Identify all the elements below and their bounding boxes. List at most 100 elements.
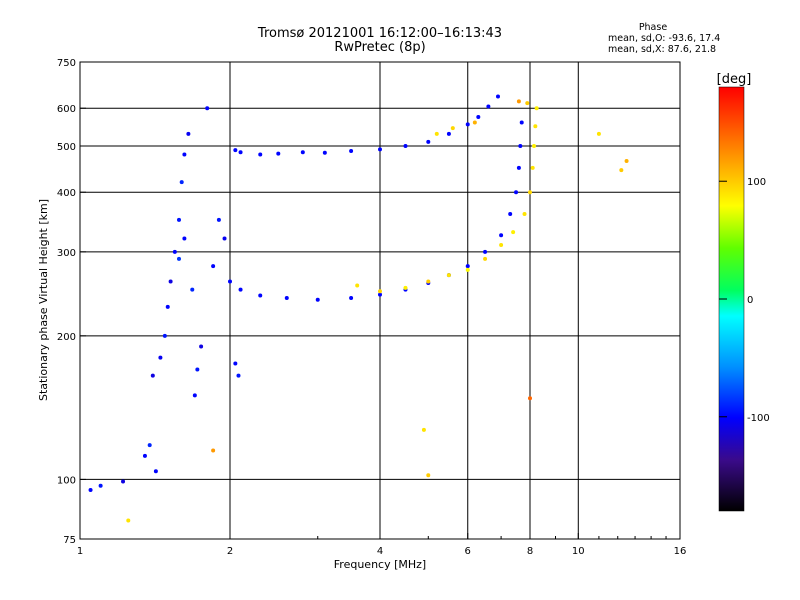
data-point-x [499,243,504,248]
phase-header: Phase [638,22,668,33]
data-point-o [216,217,221,222]
data-point-o [172,249,177,254]
phase-stats-o: mean, sd,O: -93.6, 17.4 [608,33,721,44]
data-point-x [126,518,131,523]
x-tick-label: 16 [674,546,687,557]
data-point-o [88,488,93,493]
data-point-o [519,120,524,125]
y-tick-label: 300 [57,248,76,259]
data-point-o [349,149,354,154]
data-point-o [190,287,195,292]
data-point-o [199,344,204,349]
data-point-x [533,124,538,129]
data-point-o [222,236,227,241]
grid-lines [80,62,680,539]
x-tick-label: 4 [377,546,383,557]
data-points [88,94,629,523]
data-point-x [426,279,431,284]
colorbar-ticks: 100 0 -100 [719,177,770,424]
data-point-o [179,180,184,185]
data-point-o [284,296,289,301]
data-point-o [465,122,470,127]
data-point-x [596,131,601,136]
y-tick-label: 750 [57,58,76,69]
data-point-o [508,212,513,217]
data-point-x [211,448,216,453]
data-point-o [238,287,243,292]
data-point-o [168,279,173,284]
data-point-o [182,236,187,241]
data-point-o [514,190,519,195]
data-point-x [528,396,532,401]
data-point-o [195,367,200,372]
data-point-x [483,256,488,261]
data-point-o [176,217,181,222]
data-point-x [472,120,477,125]
data-point-x [450,126,455,131]
data-point-o [426,139,431,144]
data-point-o [147,443,152,448]
data-point-o [205,106,210,111]
data-point-x [516,99,521,104]
data-point-x [426,473,431,478]
colorbar-tick-label: 100 [747,177,766,188]
data-point-x [528,190,532,195]
x-tick-label: 1 [77,546,83,557]
y-tick-label: 100 [57,475,76,486]
data-point-x [624,159,629,164]
data-point-o [315,297,320,302]
data-point-o [276,151,281,156]
data-point-o [465,264,470,269]
y-axis-label: Stationary phase Virtual Height [km] [37,199,50,401]
data-point-o [476,115,481,120]
data-point-o [142,453,147,458]
colorbar-tick-label: 0 [747,295,753,306]
data-point-o [182,152,187,157]
colorbar-tick-label: -100 [747,413,770,424]
x-tick-label: 6 [465,546,471,557]
x-tick-label: 10 [572,546,585,557]
data-point-o [518,143,523,148]
data-point-o [258,152,263,157]
data-point-o [233,148,238,153]
y-tick-label: 500 [57,142,76,153]
data-point-x [530,165,535,170]
data-point-o [486,104,491,109]
data-point-x [355,283,360,288]
data-point-x [534,106,539,111]
data-point-x [403,285,408,290]
data-point-o [150,373,155,378]
data-point-o [446,131,451,136]
y-tick-label: 400 [57,188,76,199]
data-point-x [522,212,527,217]
data-point-x [525,101,530,106]
phase-stats-x: mean, sd,X: 87.6, 21.8 [608,44,717,55]
data-point-o [211,264,216,269]
data-point-o [483,249,488,254]
axis-ticks: 1 2 4 6 8 10 16 75 100 200 300 400 500 600 750 [57,58,686,557]
data-point-x [465,267,470,272]
data-point-o [349,296,354,301]
x-tick-label: 8 [527,546,533,557]
data-point-o [300,150,305,155]
data-point-x [378,289,382,294]
data-point-o [403,143,408,148]
colorbar-label: [deg] [717,72,752,87]
data-point-o [516,165,521,170]
y-tick-label: 75 [63,535,76,546]
chart-subtitle: RwPretec (8p) [334,40,426,55]
data-point-o [238,150,243,155]
data-point-o [158,355,163,360]
x-tick-label: 2 [227,546,233,557]
data-point-x [421,427,426,432]
data-point-o [153,469,158,474]
data-point-x [511,230,516,235]
data-point-x [619,168,624,173]
data-point-x [532,143,537,148]
chart-title: Tromsø 20121001 16:12:00–16:13:43 [257,26,503,41]
data-point-o [499,233,504,238]
data-point-o [162,333,167,338]
data-point-o [186,131,191,136]
y-tick-label: 600 [57,104,76,115]
